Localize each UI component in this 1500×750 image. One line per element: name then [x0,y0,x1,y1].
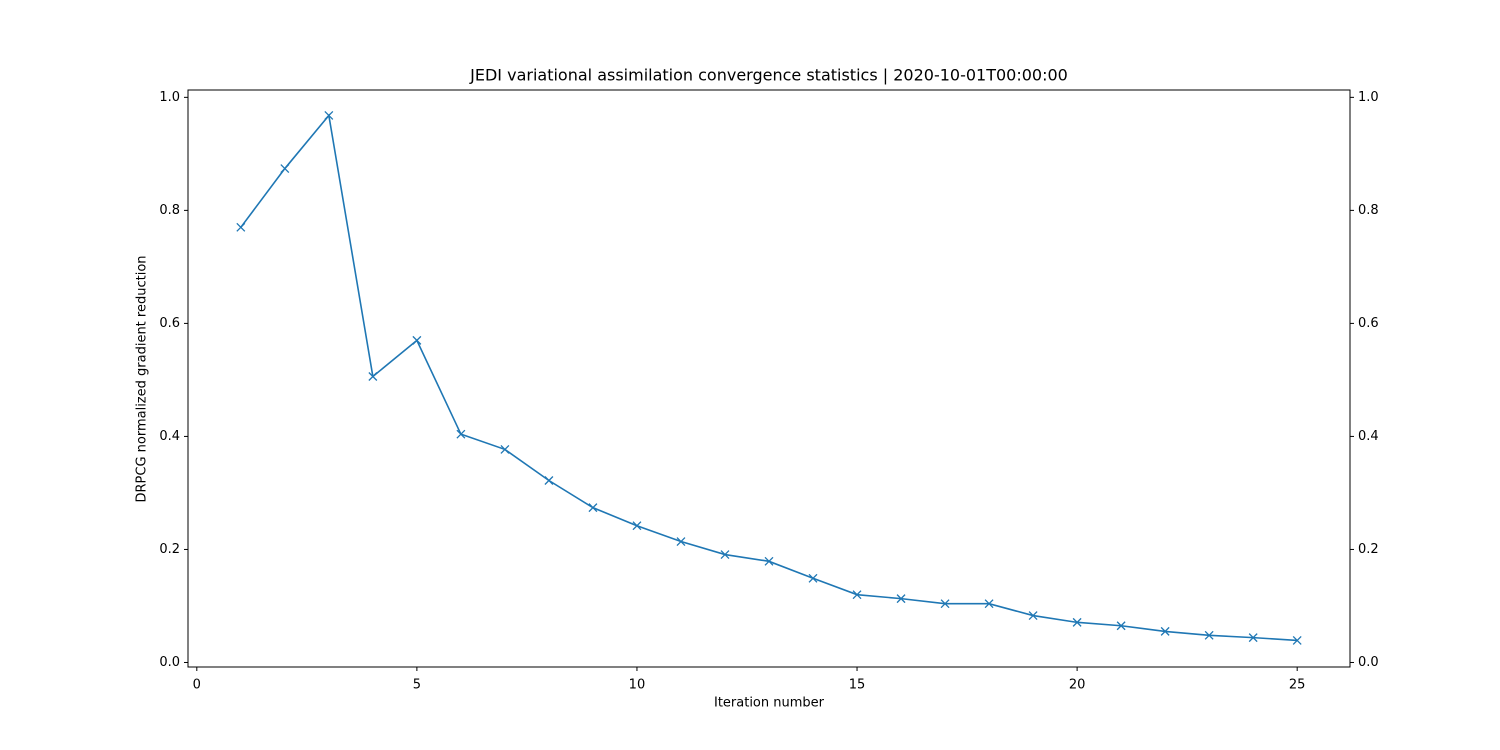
data-point [632,521,642,531]
data-point [456,429,466,439]
data-point [1116,621,1126,631]
data-point [1160,626,1170,636]
data-point [500,444,510,454]
data-point [676,537,686,547]
y-tick-label: 0.8 [159,203,180,218]
data-point [940,599,950,609]
plot-frame [187,89,1351,668]
data-point [1204,630,1214,640]
y2-tick-label: 0.0 [1358,655,1379,670]
data-point [368,372,378,381]
data-point [852,590,862,600]
data-point [544,476,554,485]
x-tick-label: 25 [1289,678,1306,693]
y2-tick-label: 0.4 [1358,429,1379,444]
y2-tick-label: 1.0 [1358,90,1379,105]
y2-tick-label: 0.2 [1358,542,1379,557]
data-point [764,556,774,566]
data-point [1248,633,1258,643]
x-axis-label: Iteration number [714,696,825,711]
data-point [984,599,994,609]
data-point [720,550,730,559]
data-point [412,335,422,345]
data-point [1072,617,1082,627]
y-tick-label: 1.0 [159,90,180,105]
x-tick-label: 0 [193,678,201,693]
data-point [808,573,818,583]
x-tick-label: 15 [849,678,866,693]
y-tick-label: 0.2 [159,542,180,557]
data-point [1028,611,1038,621]
chart-title: JEDI variational assimilation convergenc… [469,66,1068,85]
data-point [896,594,906,604]
y-tick-label: 0.6 [159,316,180,331]
y-tick-label: 0.4 [159,429,180,444]
data-point [324,110,334,120]
data-point [588,503,598,513]
x-tick-label: 10 [629,678,646,693]
data-point [280,164,290,174]
y2-tick-label: 0.6 [1358,316,1379,331]
y-axis-label: DRPCG normalized gradient reduction [135,255,150,502]
y2-tick-label: 0.8 [1358,203,1379,218]
data-point [236,222,246,232]
x-tick-label: 5 [413,678,421,693]
y-tick-label: 0.0 [159,655,180,670]
data-point [1292,635,1302,645]
x-tick-label: 20 [1069,678,1086,693]
